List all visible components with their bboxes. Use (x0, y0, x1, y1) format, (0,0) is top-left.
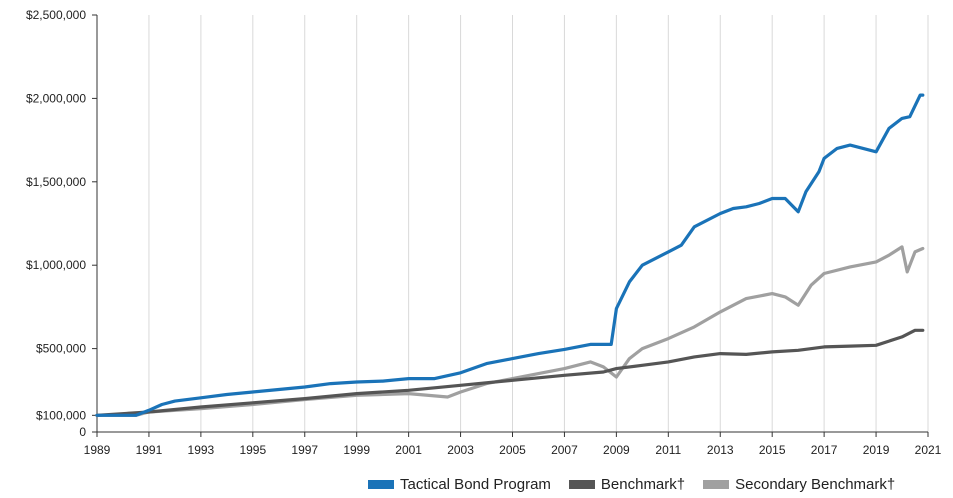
series-line-2 (95, 245, 925, 417)
y-tick-labels: 0 $500,000 $1,000,000 $1,500,000 $2,000,000 $… (26, 8, 86, 439)
legend-item: Benchmark† (568, 476, 686, 493)
x-tick-label: 2011 (655, 443, 681, 457)
y-tick-label: $2,000,000 (26, 91, 86, 105)
x-tick-label: 1991 (136, 443, 163, 457)
y-tick-label: $1,000,000 (26, 258, 86, 272)
y-tick-label: 0 (79, 425, 86, 439)
y-tick-label: $100,000 (36, 408, 86, 422)
x-tick-label: 2017 (811, 443, 838, 457)
x-tick-label: 1993 (188, 443, 215, 457)
vertical-gridlines (148, 15, 929, 432)
legend-label: Tactical Bond Program (400, 476, 551, 493)
x-tick-label: 2003 (447, 443, 474, 457)
series-line-0 (95, 93, 925, 417)
series-line-1 (95, 328, 925, 417)
legend-label: Benchmark† (600, 476, 686, 493)
y-tick-label: $1,500,000 (26, 175, 86, 189)
y-tick-label: $2,500,000 (26, 8, 86, 22)
x-tick-label: 1995 (239, 443, 266, 457)
legend-label: Secondary Benchmark† (735, 476, 896, 493)
x-tick-label: 2013 (707, 443, 734, 457)
x-tick-label: 2019 (863, 443, 890, 457)
x-tick-label: 1989 (84, 443, 111, 457)
x-tick-label: 1997 (291, 443, 318, 457)
x-tick-labels: 1989 1991 1993 1995 1997 1999 2001 2003 2005 2007… (84, 443, 942, 457)
x-tick-label: 2005 (499, 443, 526, 457)
x-tick-label: 1999 (343, 443, 370, 457)
x-tick-label: 2015 (759, 443, 786, 457)
legend-item: Secondary Benchmark† (703, 476, 895, 493)
x-tick-label: 2007 (551, 443, 578, 457)
x-tick-label: 2021 (915, 443, 942, 457)
y-tick-label: $500,000 (36, 342, 86, 356)
legend-swatch (568, 480, 595, 489)
x-tick-label: 2009 (603, 443, 630, 457)
chart-legend: Tactical Bond Program Benchmark† Secondary… (368, 476, 895, 493)
series-lines (95, 93, 925, 417)
legend-swatch (703, 480, 730, 489)
x-tick-label: 2001 (395, 443, 422, 457)
legend-swatch (368, 480, 394, 489)
axes (92, 14, 929, 437)
legend-item: Tactical Bond Program (368, 476, 551, 493)
